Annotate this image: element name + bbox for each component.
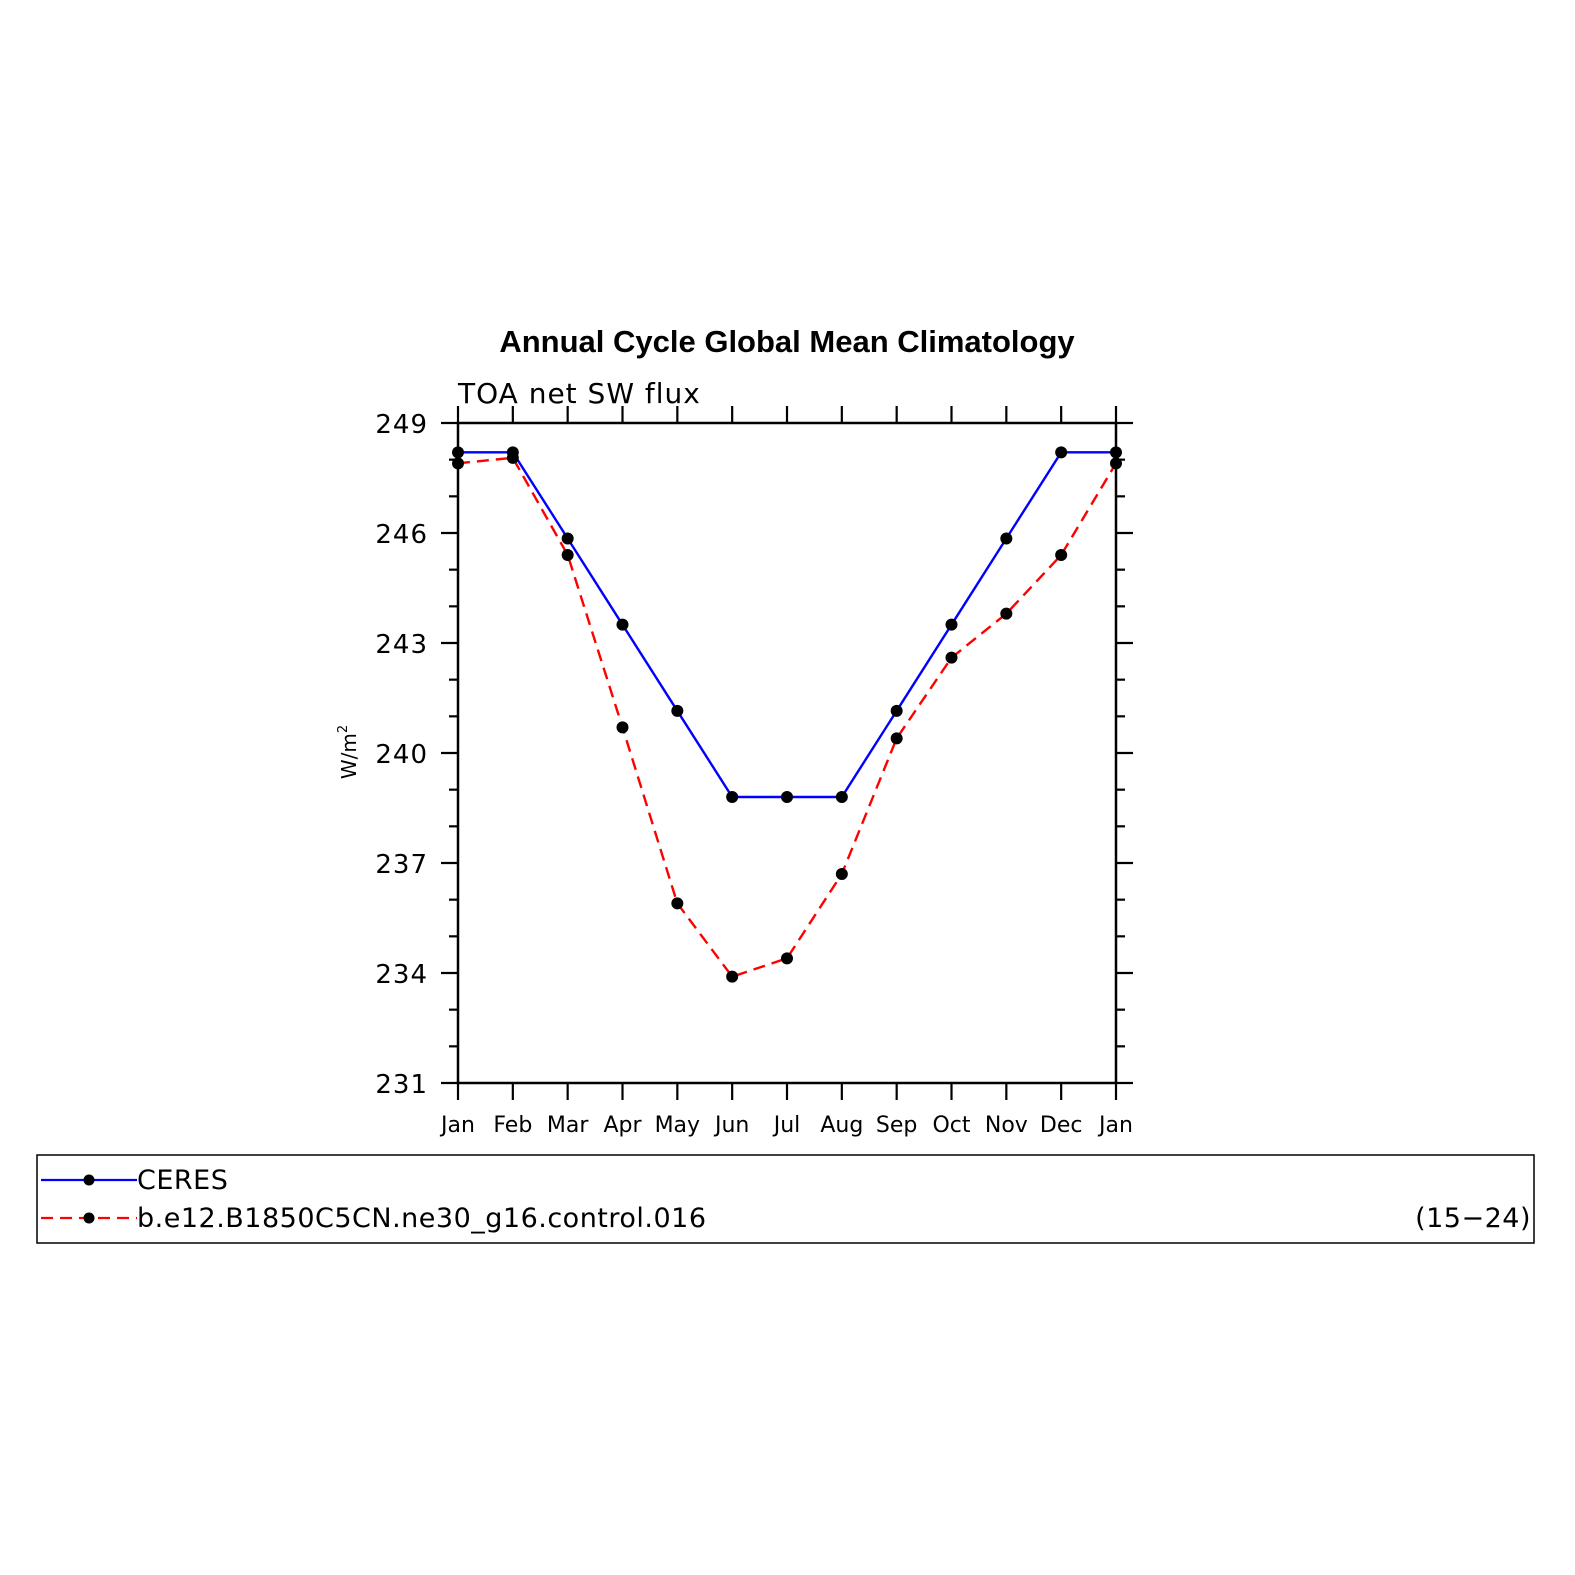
y-tick-label: 237 (375, 850, 428, 880)
series-point-1 (1110, 457, 1122, 470)
y-tick-label: 249 (375, 410, 428, 440)
axes: 231 234 237 240 243 246 249 Jan Feb Mar Apr May Jun J… (375, 406, 1133, 1138)
series-point-0 (671, 704, 684, 717)
series-point-0 (561, 532, 574, 545)
x-tick-label: Feb (493, 1113, 532, 1138)
legend-label-ceres: CERES (137, 1165, 228, 1196)
series-point-0 (1000, 532, 1013, 545)
legend-marker-ceres (83, 1174, 95, 1186)
y-tick-label: 240 (375, 740, 428, 770)
series-point-0 (1110, 446, 1122, 459)
x-tick-label: Oct (932, 1113, 970, 1138)
x-tick-label: Jul (772, 1113, 801, 1138)
x-tick-label: Nov (985, 1113, 1028, 1138)
series-point-1 (835, 868, 848, 880)
x-tick-label: Jun (713, 1113, 749, 1138)
series-point-1 (1055, 549, 1068, 561)
series-line-0 (458, 451, 1116, 799)
series-point-1 (561, 549, 574, 561)
series-layer (452, 446, 1122, 983)
legend-marker-model (83, 1212, 95, 1224)
series-point-1 (781, 952, 793, 965)
series-point-0 (781, 791, 793, 803)
series-point-0 (945, 618, 958, 631)
y-tick-label: 246 (375, 520, 428, 550)
x-tick-label: Jan (439, 1113, 475, 1138)
series-point-0 (616, 618, 629, 631)
series-point-0 (890, 704, 903, 717)
series-point-1 (890, 732, 903, 745)
series-line-1 (457, 456, 1118, 979)
x-tick-label: May (655, 1113, 700, 1138)
series-point-0 (835, 791, 848, 803)
series-point-1 (616, 721, 629, 734)
series-point-0 (1055, 446, 1068, 459)
x-tick-label: Sep (876, 1113, 917, 1138)
series-point-1 (726, 970, 739, 983)
y-axis-label: W/m2 (336, 725, 361, 779)
y-tick-label: 243 (375, 630, 428, 660)
series-point-1 (945, 651, 958, 664)
y-axis-label-sup: 2 (336, 725, 351, 733)
series-point-0 (726, 791, 739, 803)
series-point-1 (1000, 607, 1013, 620)
y-axis-label-base: W/m (337, 733, 361, 779)
series-point-1 (452, 457, 464, 470)
y-tick-label: 231 (375, 1070, 428, 1100)
x-tick-label: Apr (603, 1113, 642, 1138)
series-point-1 (506, 451, 519, 464)
x-tick-label: Dec (1040, 1113, 1083, 1138)
legend-years-note: (15−24) (1415, 1203, 1531, 1234)
chart-subtitle: TOA net SW flux (457, 377, 701, 410)
x-tick-label: Aug (820, 1113, 863, 1138)
series-point-1 (671, 897, 684, 910)
y-tick-label: 234 (375, 960, 428, 990)
legend: CERES b.e12.B1850C5CN.ne30_g16.control.0… (36, 1154, 1535, 1244)
chart-title: Annual Cycle Global Mean Climatology (499, 324, 1075, 359)
x-tick-label: Jan (1097, 1113, 1133, 1138)
x-tick-label: Mar (547, 1113, 589, 1138)
series-point-0 (452, 446, 464, 459)
legend-label-model: b.e12.B1850C5CN.ne30_g16.control.016 (137, 1203, 707, 1234)
legend-box (36, 1154, 1535, 1244)
